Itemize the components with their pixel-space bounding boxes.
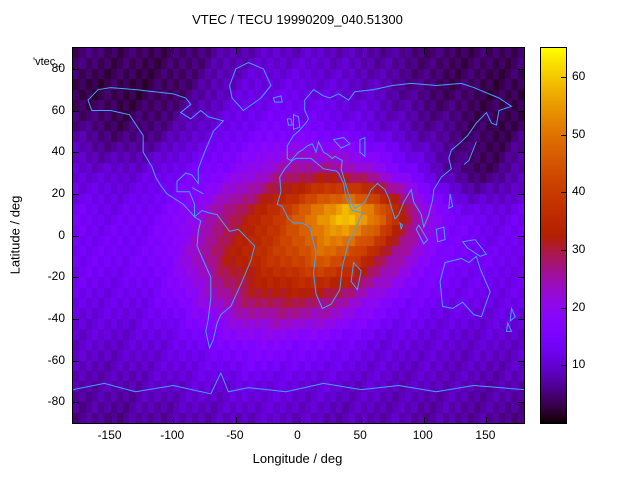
tick-mark xyxy=(423,48,425,54)
tick-mark xyxy=(73,277,79,279)
tick-mark xyxy=(110,417,112,423)
y-tick-label: -20 xyxy=(47,269,65,284)
coastline-japan xyxy=(464,142,477,165)
cb-tick-label: 30 xyxy=(572,241,586,256)
tick-mark xyxy=(298,48,300,54)
coastline-new-zealand xyxy=(506,308,515,331)
colorbar-gradient xyxy=(541,48,566,423)
tick-mark xyxy=(361,48,363,54)
x-axis-title: Longitude / deg xyxy=(252,451,343,466)
tick-mark xyxy=(561,249,566,251)
cb-tick-label: 60 xyxy=(572,68,586,83)
tick-mark xyxy=(518,318,524,320)
x-tick-label: 50 xyxy=(353,428,367,442)
tick-mark xyxy=(173,417,175,423)
tick-mark xyxy=(518,152,524,154)
tick-mark xyxy=(298,417,300,423)
colorbar xyxy=(540,47,567,424)
tick-mark xyxy=(73,152,79,154)
tick-mark xyxy=(518,110,524,112)
heatmap-canvas xyxy=(73,48,524,423)
coastline-britain xyxy=(293,115,299,130)
tick-mark xyxy=(561,365,566,367)
coastline-sumatra xyxy=(416,225,427,244)
tick-mark xyxy=(423,417,425,423)
coastline-africa xyxy=(277,158,362,308)
y-tick-label: 80 xyxy=(51,60,65,75)
plot-area xyxy=(72,47,525,424)
coastline-new-guinea xyxy=(463,240,487,257)
tick-mark xyxy=(561,76,566,78)
x-tick-label: 0 xyxy=(294,428,301,442)
coastline-antarctica xyxy=(73,373,524,394)
x-tick-label: -150 xyxy=(97,428,122,442)
tick-mark xyxy=(486,417,488,423)
tick-mark xyxy=(518,402,524,404)
tick-mark xyxy=(73,318,79,320)
tick-mark xyxy=(235,48,237,54)
tick-mark xyxy=(361,417,363,423)
tick-mark xyxy=(561,307,566,309)
coastline-cuba xyxy=(192,188,203,194)
tick-mark xyxy=(561,192,566,194)
coastline-sri-lanka xyxy=(400,223,403,229)
tick-mark xyxy=(110,48,112,54)
x-tick-label: -100 xyxy=(160,428,185,442)
coastline-eurasia xyxy=(287,83,511,227)
cb-tick-label: 10 xyxy=(572,357,586,372)
tick-mark xyxy=(73,68,79,70)
y-tick-label: 20 xyxy=(51,185,65,200)
tick-mark xyxy=(73,402,79,404)
cb-tick-label: 20 xyxy=(572,299,586,314)
coastline-black-sea xyxy=(334,138,350,148)
plot-title: VTEC / TECU 19990209_040.51300 xyxy=(192,12,403,27)
coastline-greenland xyxy=(230,63,271,111)
coastline-north-america xyxy=(88,88,223,217)
tick-mark xyxy=(518,193,524,195)
tick-mark xyxy=(518,360,524,362)
tick-mark xyxy=(518,235,524,237)
y-tick-label: -80 xyxy=(47,394,65,409)
coastline-philippines xyxy=(449,194,453,209)
tick-mark xyxy=(518,277,524,279)
coastlines xyxy=(73,48,524,423)
tick-mark xyxy=(73,110,79,112)
tick-mark xyxy=(486,48,488,54)
tick-mark xyxy=(235,417,237,423)
x-tick-label: -50 xyxy=(226,428,244,442)
tick-mark xyxy=(73,360,79,362)
coastline-ireland xyxy=(287,119,292,125)
cb-tick-label: 50 xyxy=(572,126,586,141)
coastline-madagascar xyxy=(351,263,361,290)
coastline-south-america xyxy=(195,211,255,349)
tick-mark xyxy=(561,134,566,136)
cb-tick-label: 40 xyxy=(572,184,586,199)
y-tick-label: 60 xyxy=(51,102,65,117)
y-tick-label: -40 xyxy=(47,310,65,325)
key-label: 'vtec_ xyxy=(33,56,62,68)
tick-mark xyxy=(518,68,524,70)
tick-mark xyxy=(173,48,175,54)
x-tick-label: 100 xyxy=(412,428,433,442)
coastline-iceland xyxy=(273,96,282,102)
tick-mark xyxy=(73,193,79,195)
tick-mark xyxy=(73,235,79,237)
y-tick-label: -60 xyxy=(47,352,65,367)
coastline-caspian-sea xyxy=(360,138,365,157)
y-tick-label: 40 xyxy=(51,144,65,159)
y-tick-label: 0 xyxy=(58,227,65,242)
x-tick-label: 150 xyxy=(475,428,496,442)
coastline-borneo xyxy=(436,227,445,242)
coastline-australia xyxy=(440,256,490,316)
